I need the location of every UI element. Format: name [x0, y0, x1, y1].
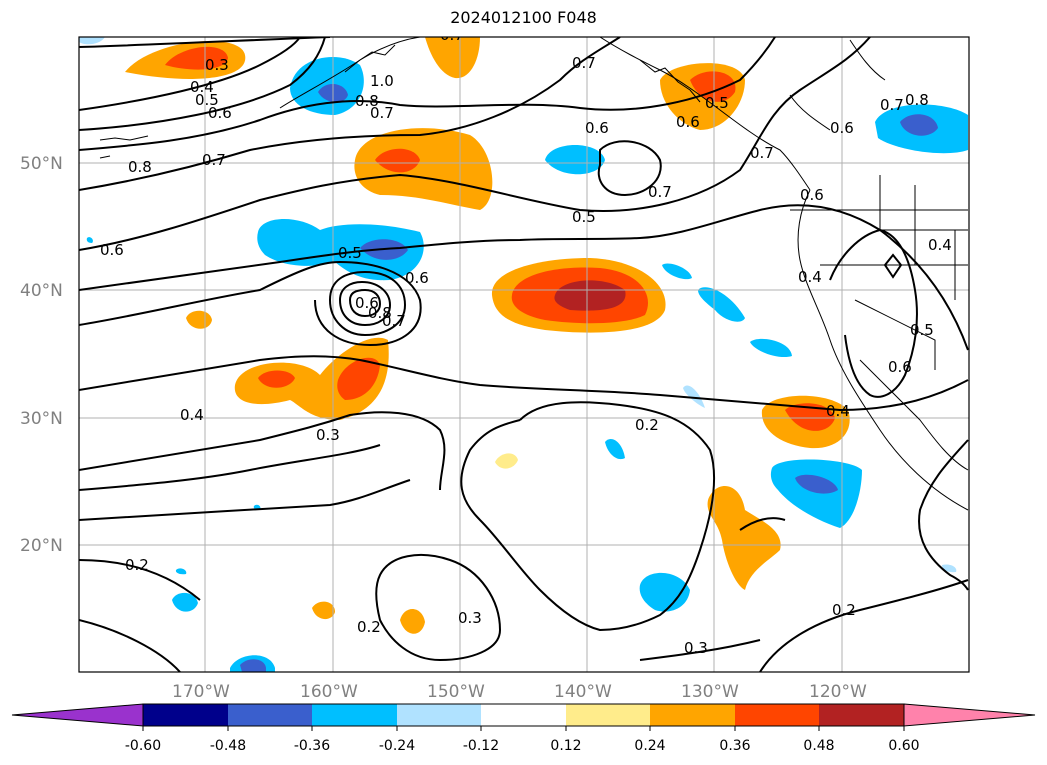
contour-label: 1.0 [370, 72, 394, 90]
contour-label: 0.7 [440, 26, 464, 44]
colorbar-tick-label: 0.24 [634, 738, 665, 754]
colorbar-extend-high [903, 703, 1036, 727]
colorbar-segment [228, 704, 312, 726]
colorbar-extend-low [11, 703, 144, 727]
contour-labels: 0.3 0.4 0.5 0.6 1.0 0.8 0.7 0.7 0.6 0.5 … [100, 26, 952, 657]
contour-lines [79, 37, 969, 672]
colorbar-tick-label: -0.48 [210, 738, 246, 754]
lon-label: 150°W [427, 682, 485, 702]
lon-label: 170°W [172, 682, 230, 702]
contour-label: 0.4 [928, 236, 952, 254]
latitude-labels: 50°N 40°N 30°N 20°N [20, 154, 63, 556]
colorbar-tick-label: 0.48 [803, 738, 834, 754]
contour-label: 0.2 [832, 601, 856, 619]
contour-label: 0.3 [458, 609, 482, 627]
lat-label: 50°N [20, 154, 63, 174]
contour-label: 0.5 [572, 208, 596, 226]
coastlines [99, 37, 969, 511]
colorbar-segment [397, 704, 481, 726]
contour-label: 0.4 [798, 268, 822, 286]
contour-label: 0.8 [355, 92, 379, 110]
colorbar-tick-label: -0.12 [463, 738, 499, 754]
colorbar-segment [143, 704, 228, 726]
contour-label: 0.4 [190, 78, 214, 96]
contour-label: 0.3 [205, 56, 229, 74]
colorbar-segment [481, 704, 566, 726]
contour-label: 0.3 [316, 426, 340, 444]
colorbar-segment [735, 704, 819, 726]
contour-label: 0.8 [128, 158, 152, 176]
contour-label: 0.6 [208, 104, 232, 122]
graticule [79, 37, 969, 672]
colorbar-tick-label: 0.60 [888, 738, 919, 754]
contour-label: 0.7 [648, 183, 672, 201]
lon-label: 120°W [809, 682, 867, 702]
lon-label: 140°W [554, 682, 612, 702]
colorbar-tick-label: 0.12 [550, 738, 581, 754]
contour-label: 0.4 [180, 406, 204, 424]
contour-label: 0.5 [195, 91, 219, 109]
contour-label: 0.6 [100, 241, 124, 259]
lat-label: 30°N [20, 409, 63, 429]
contour-label: 0.6 [676, 113, 700, 131]
longitude-labels: 170°W 160°W 150°W 140°W 130°W 120°W [172, 682, 867, 702]
map-title: 2024012100 F048 [450, 8, 597, 27]
colorbar: -0.60 -0.48 -0.36 -0.24 -0.12 0.12 0.24 … [11, 703, 1036, 754]
contour-label: 0.5 [338, 244, 362, 262]
contour-label: 0.4 [826, 402, 850, 420]
contour-label: 0.6 [830, 119, 854, 137]
colorbar-tick-label: 0.36 [719, 738, 750, 754]
colorbar-tick-label: -0.60 [125, 738, 161, 754]
contour-label: 0.3 [684, 639, 708, 657]
colorbar-tick-label: -0.24 [379, 738, 415, 754]
lat-label: 40°N [20, 281, 63, 301]
contour-label: 0.7 [880, 96, 904, 114]
contour-label: 0.5 [705, 94, 729, 112]
colorbar-tick-label: -0.36 [294, 738, 330, 754]
lon-label: 160°W [300, 682, 358, 702]
contour-label: 0.6 [888, 358, 912, 376]
contour-label: 0.8 [368, 304, 392, 322]
colorbar-segment [312, 704, 397, 726]
colorbar-segment [650, 704, 735, 726]
colorbar-segment [819, 704, 904, 726]
contour-label: 0.6 [355, 294, 379, 312]
colorbar-segment [566, 704, 650, 726]
contour-label: 0.5 [910, 321, 934, 339]
contour-label: 0.7 [750, 144, 774, 162]
lat-label: 20°N [20, 536, 63, 556]
contour-label: 0.7 [382, 312, 406, 330]
contour-label: 0.2 [635, 416, 659, 434]
contour-label: 0.2 [125, 556, 149, 574]
contour-label: 0.7 [572, 54, 596, 72]
contour-label: 0.7 [202, 151, 226, 169]
contour-label: 0.2 [357, 618, 381, 636]
contour-label: 0.6 [800, 186, 824, 204]
map-frame [78, 36, 970, 673]
lon-label: 130°W [681, 682, 739, 702]
contour-label: 0.8 [905, 91, 929, 109]
contour-label: 0.6 [585, 119, 609, 137]
contour-label: 0.6 [405, 269, 429, 287]
contour-label: 0.7 [370, 104, 394, 122]
